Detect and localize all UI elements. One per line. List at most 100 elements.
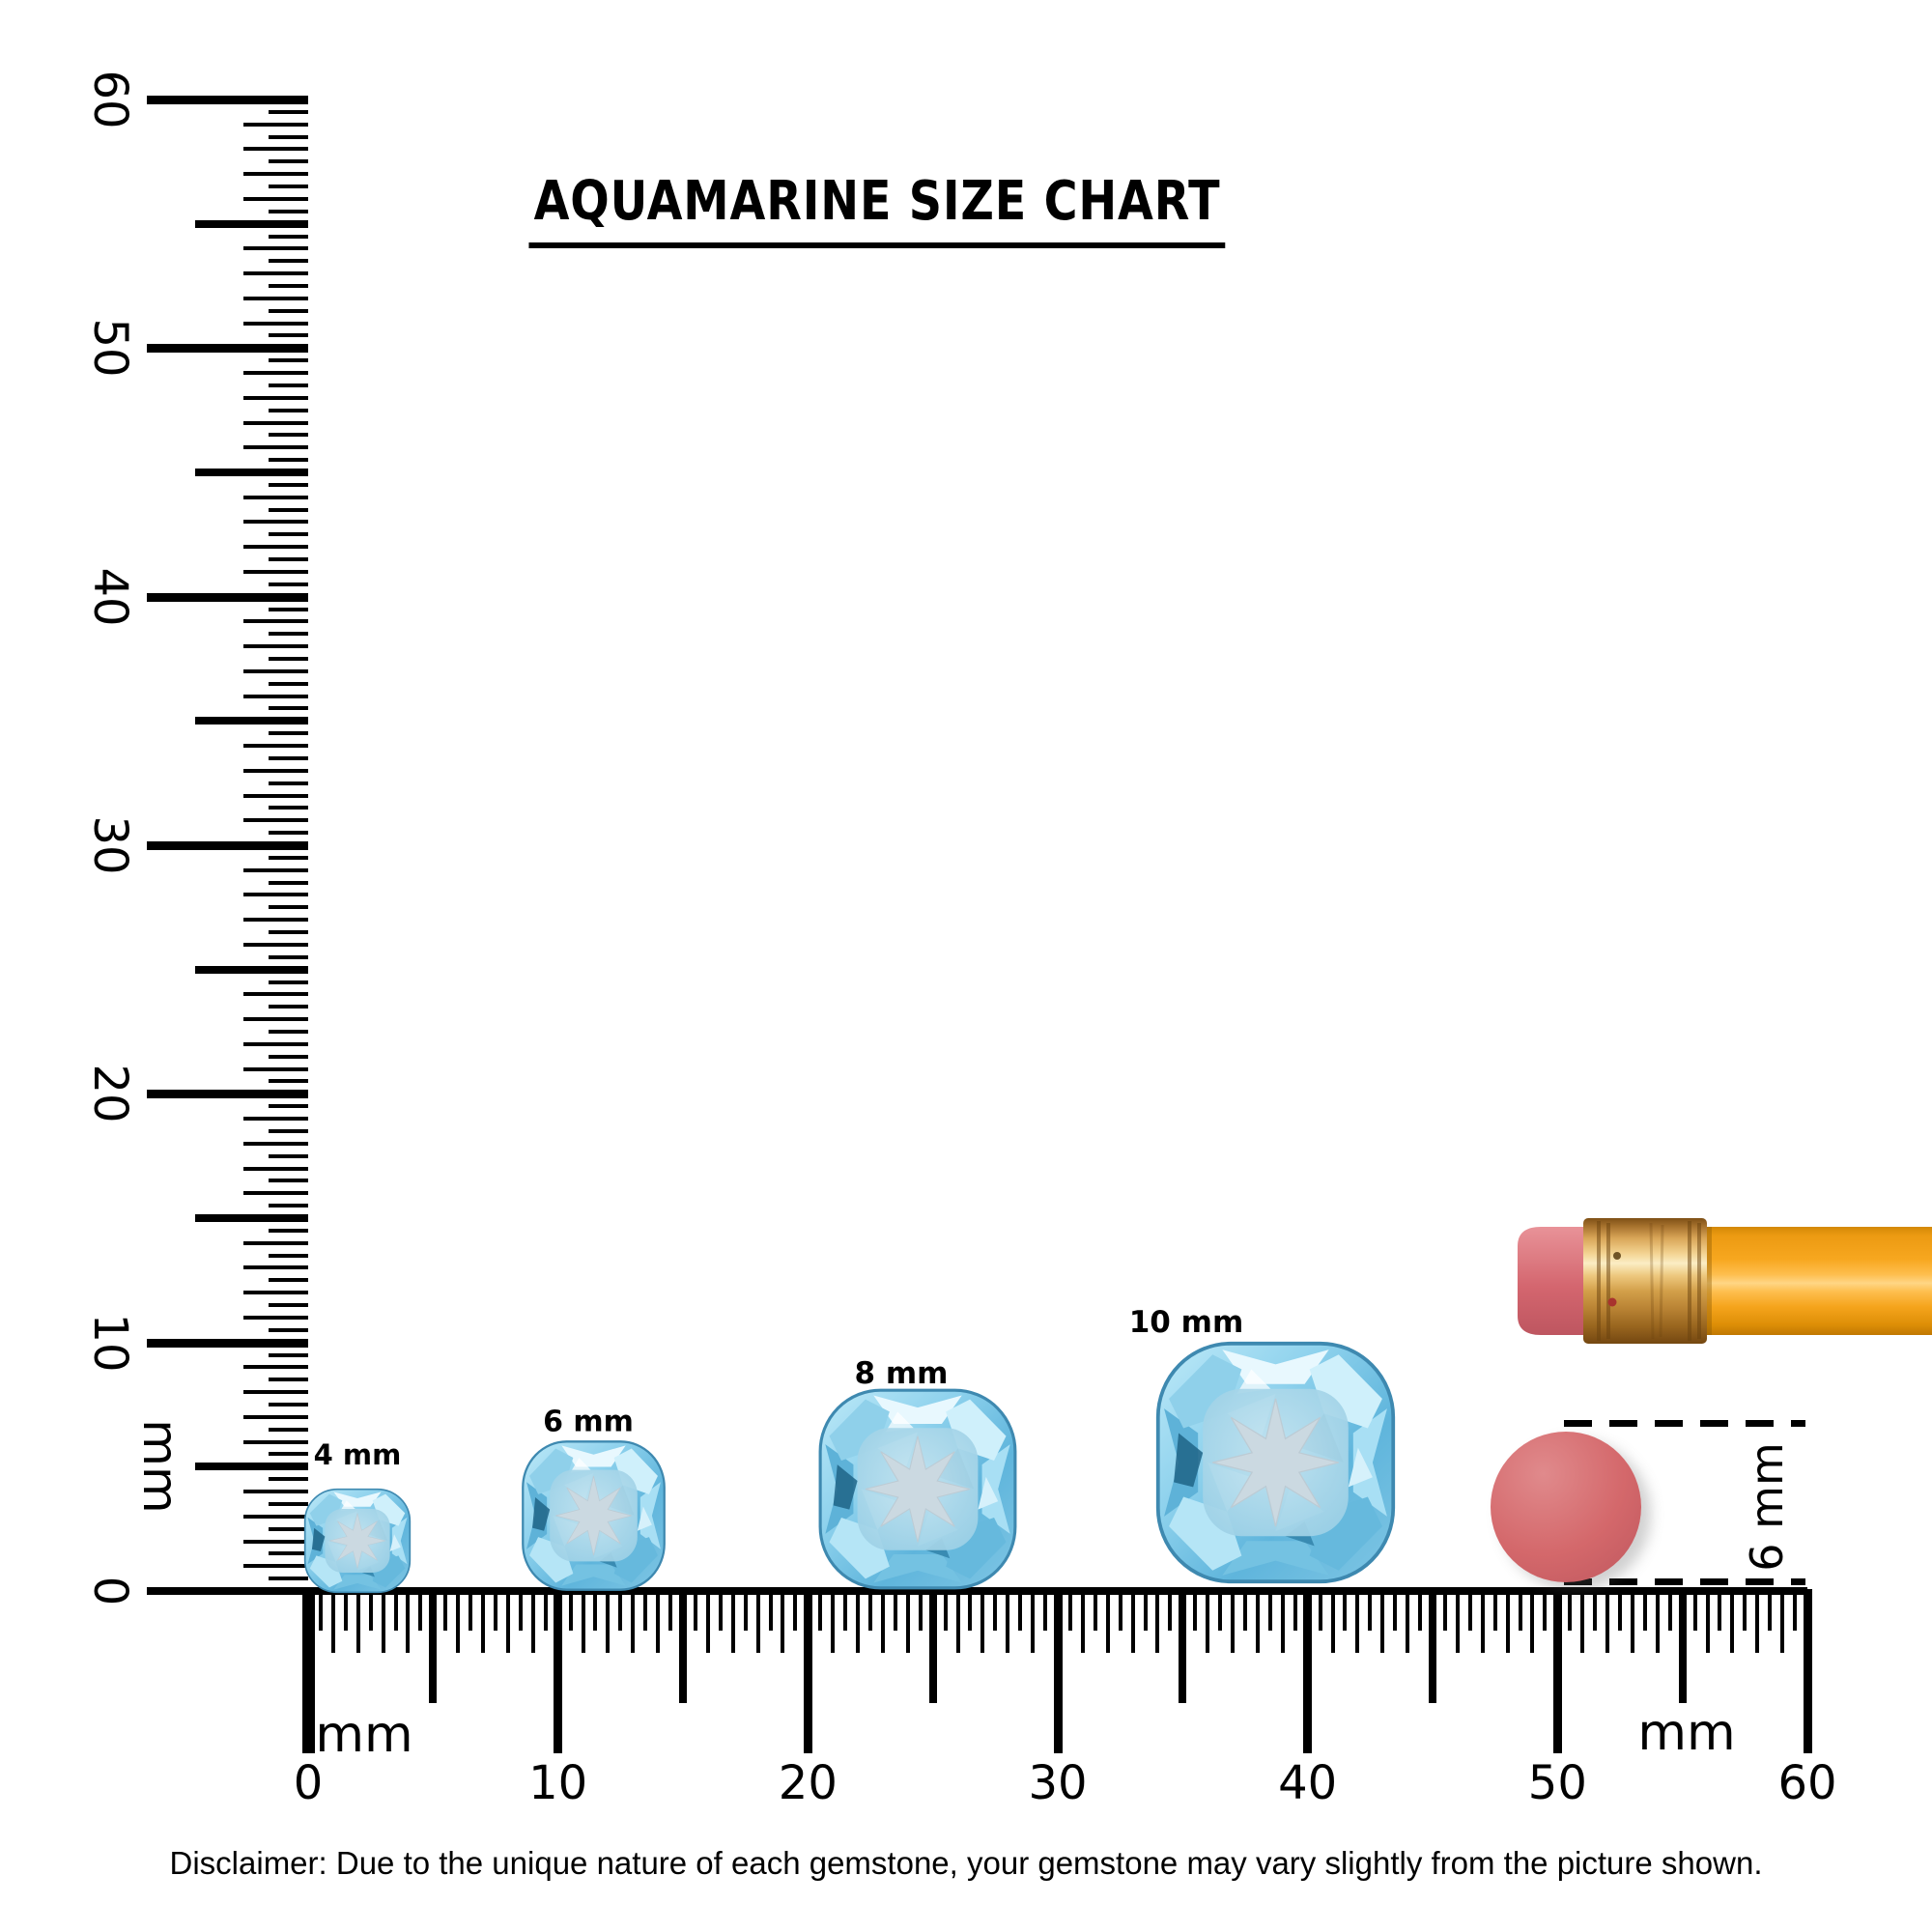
hruler-halfmm-tick (343, 1589, 348, 1631)
hruler-mm-tick (905, 1589, 910, 1653)
page-title-text: AQUAMARINE SIZE CHART (528, 170, 1226, 248)
hruler-halfmm-tick (518, 1589, 523, 1631)
vruler-mm-tick (243, 1414, 308, 1419)
vruler-mm-tick (243, 1240, 308, 1245)
hruler-mm-tick (1455, 1589, 1460, 1653)
hruler-halfmm-tick (943, 1589, 948, 1631)
vruler-mm-tick (243, 321, 308, 326)
vruler-halfmm-tick (269, 507, 308, 512)
vruler-halfmm-tick (269, 159, 308, 164)
vruler-halfmm-tick (269, 1079, 308, 1084)
vruler-mm-tick (243, 545, 308, 550)
hruler-halfmm-tick (993, 1589, 998, 1631)
hruler-halfmm-tick (1593, 1589, 1598, 1631)
vruler-halfmm-tick (269, 1253, 308, 1258)
vruler-halfmm-tick (269, 284, 308, 288)
vruler-major-tick (147, 1090, 308, 1099)
hruler-halfmm-tick (393, 1589, 398, 1631)
measure-line-bottom (1564, 1578, 1805, 1585)
hruler-halfmm-tick (593, 1589, 598, 1631)
vruler-halfmm-tick (269, 1452, 308, 1457)
hruler-mm-tick (1380, 1589, 1385, 1653)
vruler-halfmm-tick (269, 1378, 308, 1382)
hruler-halfmm-tick (1168, 1589, 1173, 1631)
vruler-halfmm-tick (269, 905, 308, 910)
hruler-number-10: 10 (528, 1756, 588, 1810)
vruler-halfmm-tick (269, 259, 308, 264)
hruler-half-cm-tick (1678, 1589, 1687, 1703)
hruler-halfmm-tick (1518, 1589, 1522, 1631)
vruler-halfmm-tick (269, 308, 308, 313)
hruler-halfmm-tick (1318, 1589, 1322, 1631)
vruler-mm-tick (243, 495, 308, 499)
vruler-halfmm-tick (269, 755, 308, 760)
hruler-major-tick (1803, 1589, 1812, 1753)
vruler-halfmm-tick (269, 408, 308, 412)
vruler-mm-tick (243, 1117, 308, 1122)
vruler-mm-tick (243, 371, 308, 376)
vruler-halfmm-tick (269, 632, 308, 637)
vruler-mm-tick (243, 619, 308, 624)
vruler-halfmm-tick (269, 657, 308, 661)
vruler-halfmm-tick (269, 358, 308, 363)
hruler-mm-tick (980, 1589, 985, 1653)
hruler-halfmm-tick (443, 1589, 448, 1631)
vruler-mm-tick (243, 1141, 308, 1146)
hruler-halfmm-tick (1368, 1589, 1373, 1631)
vruler-mm-tick (243, 1066, 308, 1071)
vruler-halfmm-tick (269, 731, 308, 736)
vruler-halfmm-tick (269, 582, 308, 586)
hruler-halfmm-tick (968, 1589, 973, 1631)
hruler-halfmm-tick (1543, 1589, 1548, 1631)
hruler-halfmm-tick (1143, 1589, 1148, 1631)
hruler-mm-tick (1231, 1589, 1236, 1653)
hruler-mm-tick (1080, 1589, 1085, 1653)
hruler-major-tick (1552, 1589, 1562, 1753)
vruler-mm-tick (243, 1315, 308, 1320)
hruler-halfmm-tick (1743, 1589, 1747, 1631)
gem-8mm (818, 1388, 1017, 1590)
vruler-mm-tick (243, 644, 308, 649)
hruler-halfmm-tick (1393, 1589, 1398, 1631)
gem-10mm (1155, 1341, 1396, 1584)
hruler-number-30: 30 (1028, 1756, 1088, 1810)
hruler-mm-tick (631, 1589, 636, 1653)
hruler-mm-tick (581, 1589, 585, 1653)
hruler-mm-tick (456, 1589, 461, 1653)
vruler-halfmm-tick (269, 806, 308, 810)
vruler-mm-tick (243, 942, 308, 947)
hruler-halfmm-tick (1018, 1589, 1023, 1631)
hruler-halfmm-tick (718, 1589, 723, 1631)
vruler-half-cm-tick (195, 965, 308, 974)
gem-label-6mm: 6 mm (543, 1405, 634, 1439)
vruler-major-tick (147, 96, 308, 104)
vruler-mm-tick (243, 668, 308, 673)
hruler-half-cm-tick (1429, 1589, 1436, 1703)
vruler-halfmm-tick (269, 980, 308, 984)
vruler-mm-tick (243, 1490, 308, 1494)
hruler-mm-tick (1255, 1589, 1260, 1653)
hruler-half-cm-tick (928, 1589, 937, 1703)
vruler-halfmm-tick (269, 1577, 308, 1581)
hruler-mm-tick (1406, 1589, 1410, 1653)
hruler-mm-tick (530, 1589, 535, 1653)
hruler-mm-tick (1655, 1589, 1660, 1653)
vruler-mm-tick (243, 1291, 308, 1295)
vruler-mm-tick (243, 1041, 308, 1046)
hruler-mm-tick (781, 1589, 785, 1653)
hruler-number-20: 20 (778, 1756, 838, 1810)
vruler-halfmm-tick (269, 134, 308, 139)
hruler-halfmm-tick (743, 1589, 748, 1631)
vruler-mm-tick (243, 744, 308, 749)
vruler-halfmm-tick (269, 1427, 308, 1432)
hruler-number-0: 0 (293, 1756, 324, 1810)
vruler-half-cm-tick (195, 469, 308, 476)
vruler-mm-tick (243, 196, 308, 201)
page-title: AQUAMARINE SIZE CHART (468, 170, 1287, 248)
hruler-mm-tick (1355, 1589, 1360, 1653)
vruler-halfmm-tick (269, 1327, 308, 1332)
measure-line-top (1564, 1420, 1805, 1427)
vruler-halfmm-tick (269, 1228, 308, 1233)
vruler-halfmm-tick (269, 1278, 308, 1283)
